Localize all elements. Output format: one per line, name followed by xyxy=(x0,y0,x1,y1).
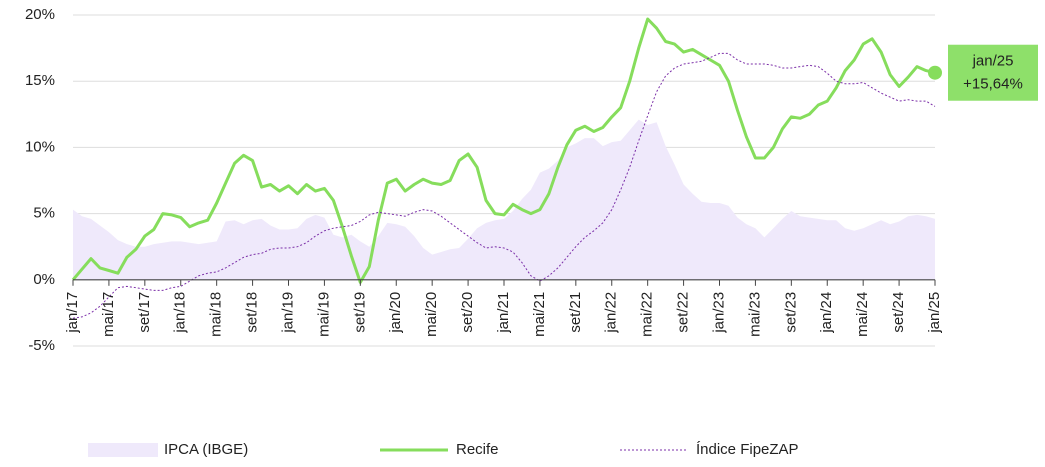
x-tick-label: mai/22 xyxy=(639,292,656,337)
y-tick-label: 5% xyxy=(33,205,55,222)
x-tick-label: mai/19 xyxy=(315,292,332,337)
x-tick-label: jan/21 xyxy=(495,292,512,334)
legend-label: Índice FipeZAP xyxy=(696,441,799,458)
line xyxy=(72,52,936,319)
x-tick-label: jan/25 xyxy=(926,292,943,334)
y-tick-label: 0% xyxy=(33,271,55,288)
x-tick-label: mai/23 xyxy=(746,292,763,337)
y-tick-label: 15% xyxy=(25,72,55,89)
annotation-label: +15,64% xyxy=(963,76,1023,93)
x-tick-label: set/21 xyxy=(567,292,584,333)
x-tick-label: mai/18 xyxy=(208,292,225,337)
y-tick-label: 10% xyxy=(25,138,55,155)
x-tick-label: set/23 xyxy=(782,292,799,333)
x-tick-label: set/18 xyxy=(244,292,261,333)
annotation-date: jan/25 xyxy=(972,53,1014,70)
x-tick-label: jan/22 xyxy=(603,292,620,334)
area xyxy=(73,119,935,280)
x-tick-label: mai/17 xyxy=(100,292,117,337)
x-tick-label: jan/18 xyxy=(172,292,189,334)
line xyxy=(71,17,936,284)
legend-item: IPCA (IBGE) xyxy=(88,441,248,458)
x-tick-label: set/19 xyxy=(351,292,368,333)
y-tick-label: -5% xyxy=(28,337,55,354)
legend-item: Índice FipeZAP xyxy=(620,441,799,458)
x-tick-label: mai/21 xyxy=(531,292,548,337)
legend-label: IPCA (IBGE) xyxy=(164,441,248,458)
x-tick-label: set/22 xyxy=(675,292,692,333)
legend-label: Recife xyxy=(456,441,499,458)
x-tick-label: jan/24 xyxy=(818,292,835,334)
legend-item: Recife xyxy=(380,441,499,458)
end-point xyxy=(928,65,942,80)
x-tick-label: jan/17 xyxy=(64,292,81,334)
legend-swatch xyxy=(88,443,158,457)
annotation-box xyxy=(948,44,1038,101)
x-tick-label: mai/24 xyxy=(854,292,871,337)
x-tick-label: set/17 xyxy=(136,292,153,333)
x-tick-label: jan/19 xyxy=(279,292,296,334)
x-tick-label: set/24 xyxy=(890,292,907,333)
x-tick-label: mai/20 xyxy=(423,292,440,337)
x-tick-label: jan/20 xyxy=(387,292,404,334)
y-tick-label: 20% xyxy=(25,6,55,23)
x-tick-label: set/20 xyxy=(459,292,476,333)
x-tick-label: jan/23 xyxy=(710,292,727,334)
